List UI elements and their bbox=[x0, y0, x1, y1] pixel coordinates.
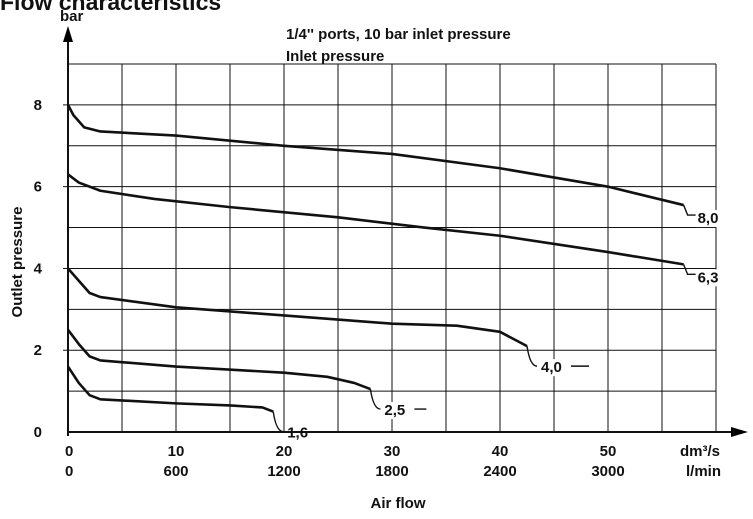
series-line-8-0 bbox=[66, 104, 684, 207]
x-tick-label-primary: 50 bbox=[600, 443, 617, 460]
x-unit-secondary: l/min bbox=[686, 463, 721, 480]
series-label-bg bbox=[382, 402, 413, 420]
x-axis-arrowhead bbox=[731, 427, 748, 437]
series-label-bg bbox=[695, 269, 726, 287]
x-tick-label-primary: 20 bbox=[276, 443, 293, 460]
x-tick-label-secondary: 2400 bbox=[483, 463, 516, 480]
series-label-bg bbox=[285, 424, 316, 442]
x-tick-label-primary: 0 bbox=[65, 443, 73, 460]
series-line-4-0 bbox=[67, 267, 528, 348]
series-line-2-5 bbox=[66, 328, 371, 391]
y-axis-label: Outlet pressure bbox=[9, 207, 26, 318]
x-tick-label-secondary: 1800 bbox=[375, 463, 408, 480]
y-tick-label: 8 bbox=[34, 97, 42, 114]
series-label-bg bbox=[539, 359, 569, 377]
series-label: 1,6 bbox=[287, 425, 308, 442]
y-tick-label: 2 bbox=[34, 342, 42, 359]
series-label: 8,0 bbox=[698, 210, 719, 227]
x-tick-label-secondary: 1200 bbox=[267, 463, 300, 480]
series-label-leader bbox=[526, 346, 538, 367]
x-tick-label-primary: 40 bbox=[492, 443, 509, 460]
y-tick-label: 4 bbox=[34, 260, 43, 277]
x-axis-label: Air flow bbox=[371, 495, 426, 512]
x-tick-label-primary: 30 bbox=[384, 443, 401, 460]
series-label-leader bbox=[272, 411, 284, 433]
x-tick-label-secondary: 3000 bbox=[591, 463, 624, 480]
y-tick-label: 0 bbox=[34, 424, 42, 441]
x-tick-label-secondary: 600 bbox=[163, 463, 188, 480]
y-axis-arrowhead bbox=[63, 26, 73, 42]
series-label-leader bbox=[369, 388, 381, 410]
chart-title-line-2: Inlet pressure bbox=[286, 48, 384, 65]
x-unit-primary: dm³/s bbox=[680, 443, 720, 460]
chart-title-line-1: 1/4'' ports, 10 bar inlet pressure bbox=[286, 26, 511, 43]
series-line-6-3 bbox=[67, 173, 684, 266]
x-tick-label-primary: 10 bbox=[168, 443, 185, 460]
series-label: 4,0 bbox=[541, 359, 562, 376]
y-tick-label: 6 bbox=[34, 179, 42, 196]
series-label-bg bbox=[695, 210, 726, 228]
x-tick-label-secondary: 0 bbox=[65, 463, 73, 480]
series-label: 6,3 bbox=[698, 269, 719, 286]
y-unit-label: bar bbox=[60, 8, 84, 25]
series-line-1-6 bbox=[66, 365, 274, 413]
series-label: 2,5 bbox=[384, 402, 405, 419]
page-title-partial: Flow characteristics bbox=[0, 0, 221, 15]
